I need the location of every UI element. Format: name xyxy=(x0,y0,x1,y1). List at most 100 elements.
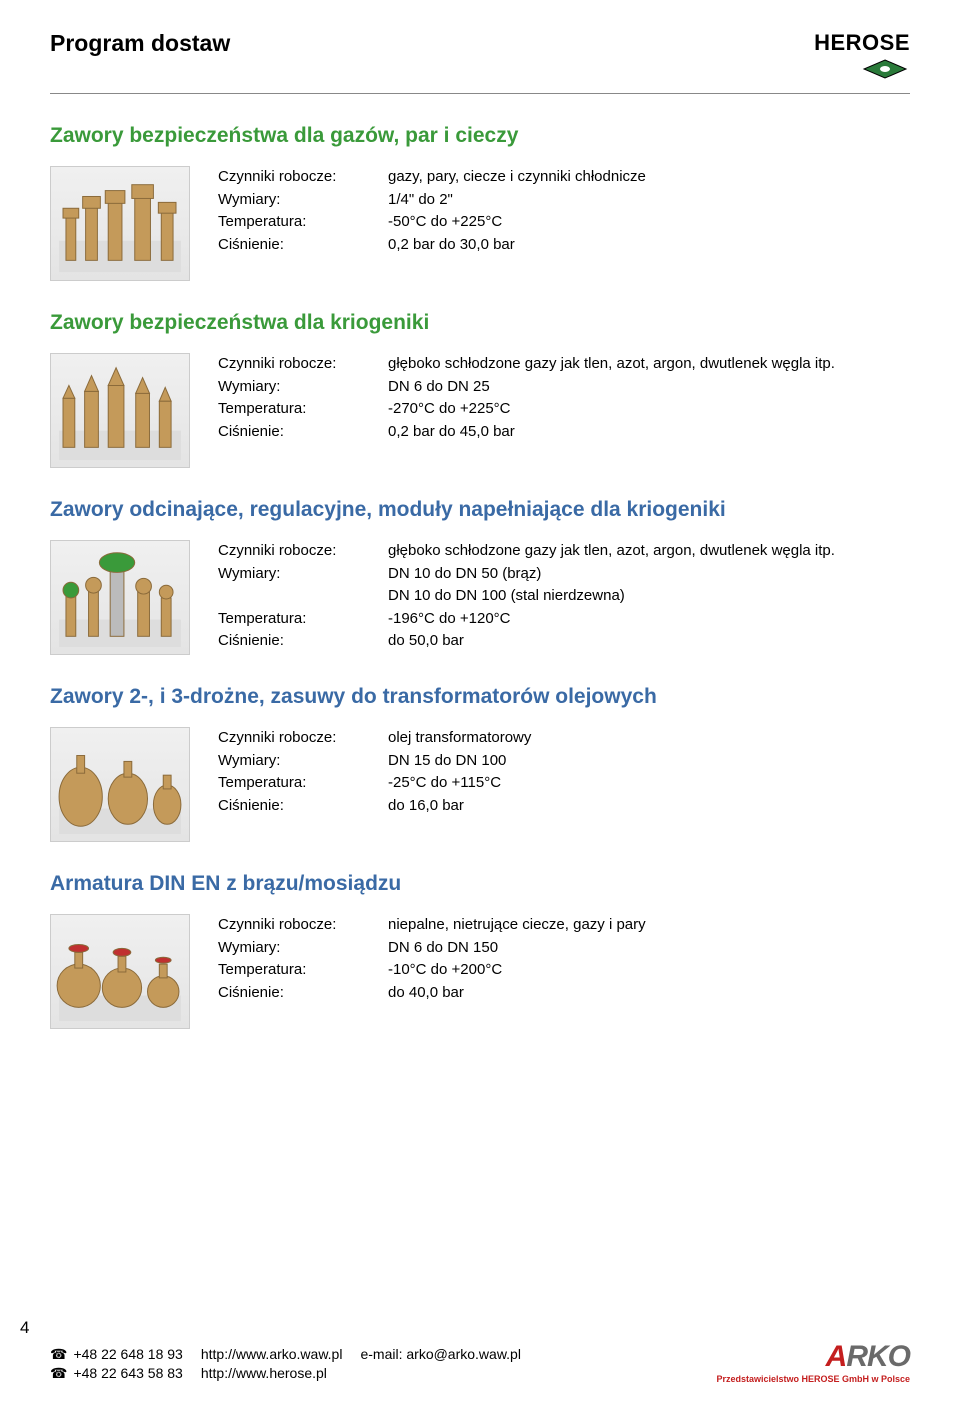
spec-value: -50°C do +225°C xyxy=(388,211,646,234)
spec-table: Czynniki robocze:niepalne, nietrujące ci… xyxy=(218,914,646,1004)
spec-value: do 50,0 bar xyxy=(388,630,835,653)
spec-label: Temperatura: xyxy=(218,398,388,421)
footer-urls: http://www.arko.waw.pl http://www.herose… xyxy=(201,1345,343,1384)
spec-row: Wymiary:DN 6 do DN 150 xyxy=(218,937,646,960)
spec-table: Czynniki robocze:głęboko schłodzone gazy… xyxy=(218,353,835,443)
product-image xyxy=(50,914,190,1029)
logo-diamond-icon xyxy=(860,58,910,80)
spec-value: 1/4" do 2" xyxy=(388,189,646,212)
spec-row: Temperatura:-10°C do +200°C xyxy=(218,959,646,982)
spec-value: do 40,0 bar xyxy=(388,982,646,1005)
footer-contact: ☎ +48 22 648 18 93 ☎ +48 22 643 58 83 ht… xyxy=(50,1345,521,1384)
spec-table: Czynniki robocze:gazy, pary, ciecze i cz… xyxy=(218,166,646,256)
spec-label: Czynniki robocze: xyxy=(218,540,388,563)
section-body: Czynniki robocze:olej transformatorowyWy… xyxy=(50,727,910,842)
spec-label: Wymiary: xyxy=(218,750,388,773)
product-section: Zawory odcinające, regulacyjne, moduły n… xyxy=(50,498,910,655)
spec-value: głęboko schłodzone gazy jak tlen, azot, … xyxy=(388,353,835,376)
spec-value: 0,2 bar do 30,0 bar xyxy=(388,234,646,257)
section-body: Czynniki robocze:gazy, pary, ciecze i cz… xyxy=(50,166,910,281)
spec-row: Czynniki robocze:głęboko schłodzone gazy… xyxy=(218,353,835,376)
spec-label: Wymiary: xyxy=(218,563,388,586)
spec-value: do 16,0 bar xyxy=(388,795,531,818)
tel2: +48 22 643 58 83 xyxy=(73,1364,182,1384)
spec-label: Ciśnienie: xyxy=(218,982,388,1005)
spec-label: Wymiary: xyxy=(218,376,388,399)
section-heading: Zawory odcinające, regulacyjne, moduły n… xyxy=(50,498,910,522)
herose-logo: HEROSE xyxy=(814,30,910,85)
section-body: Czynniki robocze:głęboko schłodzone gazy… xyxy=(50,353,910,468)
product-image xyxy=(50,353,190,468)
spec-value: -196°C do +120°C xyxy=(388,608,835,631)
spec-row: Wymiary:DN 6 do DN 25 xyxy=(218,376,835,399)
product-section: Zawory 2-, i 3-drożne, zasuwy do transfo… xyxy=(50,685,910,842)
spec-value: -10°C do +200°C xyxy=(388,959,646,982)
spec-row: Wymiary:1/4" do 2" xyxy=(218,189,646,212)
spec-label: Temperatura: xyxy=(218,959,388,982)
spec-value: -25°C do +115°C xyxy=(388,772,531,795)
spec-label: Czynniki robocze: xyxy=(218,353,388,376)
spec-label: Ciśnienie: xyxy=(218,421,388,444)
spec-table: Czynniki robocze:olej transformatorowyWy… xyxy=(218,727,531,817)
logo-text: HEROSE xyxy=(814,30,910,56)
spec-row: Wymiary:DN 10 do DN 50 (brąz) xyxy=(218,563,835,586)
section-body: Czynniki robocze:niepalne, nietrujące ci… xyxy=(50,914,910,1029)
arko-a: A xyxy=(826,1340,847,1373)
spec-label: Czynniki robocze: xyxy=(218,166,388,189)
spec-row: Wymiary:DN 15 do DN 100 xyxy=(218,750,531,773)
url2: http://www.herose.pl xyxy=(201,1364,343,1384)
spec-value: -270°C do +225°C xyxy=(388,398,835,421)
section-heading: Zawory 2-, i 3-drożne, zasuwy do transfo… xyxy=(50,685,910,709)
spec-table: Czynniki robocze:głęboko schłodzone gazy… xyxy=(218,540,835,653)
email: e-mail: arko@arko.waw.pl xyxy=(360,1345,521,1365)
spec-row: Temperatura:-270°C do +225°C xyxy=(218,398,835,421)
spec-row: DN 10 do DN 100 (stal nierdzewna) xyxy=(218,585,835,608)
spec-row: Ciśnienie:do 16,0 bar xyxy=(218,795,531,818)
spec-row: Czynniki robocze:głęboko schłodzone gazy… xyxy=(218,540,835,563)
page: Program dostaw HEROSE Zawory bezpieczeńs… xyxy=(0,0,960,1402)
spec-value: DN 15 do DN 100 xyxy=(388,750,531,773)
spec-row: Ciśnienie:do 50,0 bar xyxy=(218,630,835,653)
spec-value: olej transformatorowy xyxy=(388,727,531,750)
spec-value: gazy, pary, ciecze i czynniki chłodnicze xyxy=(388,166,646,189)
spec-value: DN 10 do DN 100 (stal nierdzewna) xyxy=(388,585,835,608)
arko-rko: RKO xyxy=(846,1340,910,1373)
spec-row: Czynniki robocze:niepalne, nietrujące ci… xyxy=(218,914,646,937)
spec-label: Ciśnienie: xyxy=(218,630,388,653)
spec-label: Ciśnienie: xyxy=(218,234,388,257)
footer: 4 ☎ +48 22 648 18 93 ☎ +48 22 643 58 83 … xyxy=(50,1340,910,1384)
spec-row: Temperatura:-50°C do +225°C xyxy=(218,211,646,234)
spec-row: Ciśnienie:0,2 bar do 45,0 bar xyxy=(218,421,835,444)
product-section: Armatura DIN EN z brązu/mosiądzu Czynnik… xyxy=(50,872,910,1029)
url1: http://www.arko.waw.pl xyxy=(201,1345,343,1365)
spec-row: Czynniki robocze:olej transformatorowy xyxy=(218,727,531,750)
header: Program dostaw HEROSE xyxy=(50,30,910,94)
page-number: 4 xyxy=(20,1318,29,1338)
product-image xyxy=(50,727,190,842)
product-section: Zawory bezpieczeństwa dla kriogeniki Czy… xyxy=(50,311,910,468)
spec-value: 0,2 bar do 45,0 bar xyxy=(388,421,835,444)
spec-row: Temperatura:-25°C do +115°C xyxy=(218,772,531,795)
product-image xyxy=(50,540,190,655)
spec-label: Wymiary: xyxy=(218,189,388,212)
product-section: Zawory bezpieczeństwa dla gazów, par i c… xyxy=(50,124,910,281)
spec-row: Temperatura:-196°C do +120°C xyxy=(218,608,835,631)
arko-subtitle: Przedstawicielstwo HEROSE GmbH w Polsce xyxy=(716,1374,910,1384)
spec-label: Czynniki robocze: xyxy=(218,914,388,937)
spec-label: Temperatura: xyxy=(218,608,388,631)
spec-label: Temperatura: xyxy=(218,772,388,795)
tel1: +48 22 648 18 93 xyxy=(73,1345,182,1365)
spec-label: Ciśnienie: xyxy=(218,795,388,818)
arko-word: ARKO xyxy=(716,1340,910,1374)
footer-email: e-mail: arko@arko.waw.pl xyxy=(360,1345,521,1384)
spec-label: Czynniki robocze: xyxy=(218,727,388,750)
spec-label xyxy=(218,585,388,608)
spec-value: DN 6 do DN 25 xyxy=(388,376,835,399)
spec-value: niepalne, nietrujące ciecze, gazy i pary xyxy=(388,914,646,937)
phone-icon: ☎ xyxy=(50,1345,67,1365)
phone-icon: ☎ xyxy=(50,1364,67,1384)
spec-value: DN 6 do DN 150 xyxy=(388,937,646,960)
section-heading: Zawory bezpieczeństwa dla kriogeniki xyxy=(50,311,910,335)
section-body: Czynniki robocze:głęboko schłodzone gazy… xyxy=(50,540,910,655)
product-image xyxy=(50,166,190,281)
